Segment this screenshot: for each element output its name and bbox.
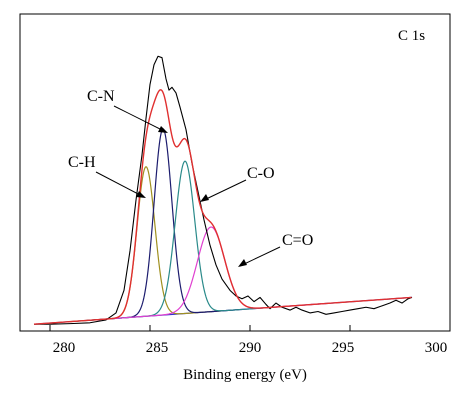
peak-label-c-n: C-N [87, 88, 115, 105]
x-tick-label: 280 [53, 340, 76, 356]
panel-label: C 1s [398, 28, 425, 44]
peak-label-c-h: C-H [68, 154, 96, 171]
x-tick-labels: 280 285 290 295 300 [53, 340, 448, 356]
x-tick-label: 290 [239, 340, 262, 356]
peak-c-h [70, 166, 222, 323]
arrow-c-n [113, 105, 167, 133]
arrow-c-o [201, 179, 247, 202]
measured-spectrum [34, 55, 413, 325]
x-axis-label: Binding energy (eV) [183, 367, 307, 383]
x-tick-label: 295 [332, 340, 355, 356]
x-tick-label: 300 [425, 340, 448, 356]
peak-label-c-eq-o: C=O [282, 232, 313, 249]
fitted-envelope [33, 89, 412, 325]
arrowhead-c-n [158, 126, 168, 133]
arrow-c-h [95, 171, 145, 198]
arrowhead-c-eq-o [238, 259, 247, 267]
peak-label-c-o: C-O [247, 165, 275, 182]
x-tick-label: 285 [146, 340, 169, 356]
arrowhead-c-h [136, 191, 146, 198]
peak-c-o [102, 160, 268, 320]
arrow-c-eq-o [239, 246, 281, 267]
arrowhead-c-o [200, 194, 209, 202]
plot-frame [19, 13, 451, 332]
curves [33, 55, 413, 325]
annotations: C-N C-H C-O C=O [68, 88, 313, 267]
x-axis-ticks [49, 325, 451, 331]
